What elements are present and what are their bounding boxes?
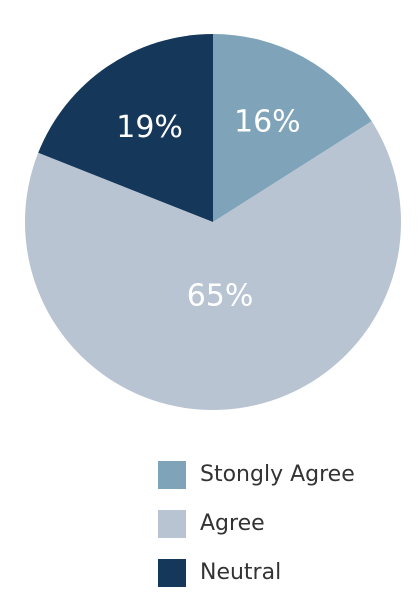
pie-slice	[38, 33, 213, 222]
legend-label: Neutral	[200, 560, 281, 585]
legend-label: Agree	[200, 511, 265, 536]
legend-swatch	[158, 559, 186, 587]
slice-label: 65%	[187, 278, 254, 313]
slice-label: 16%	[234, 105, 301, 140]
pie-slice	[213, 34, 372, 222]
legend-swatch	[158, 461, 186, 489]
legend-label: Stongly Agree	[200, 462, 355, 487]
legend-swatch	[158, 510, 186, 538]
pie-slice	[24, 121, 401, 411]
slice-label: 19%	[116, 110, 183, 145]
